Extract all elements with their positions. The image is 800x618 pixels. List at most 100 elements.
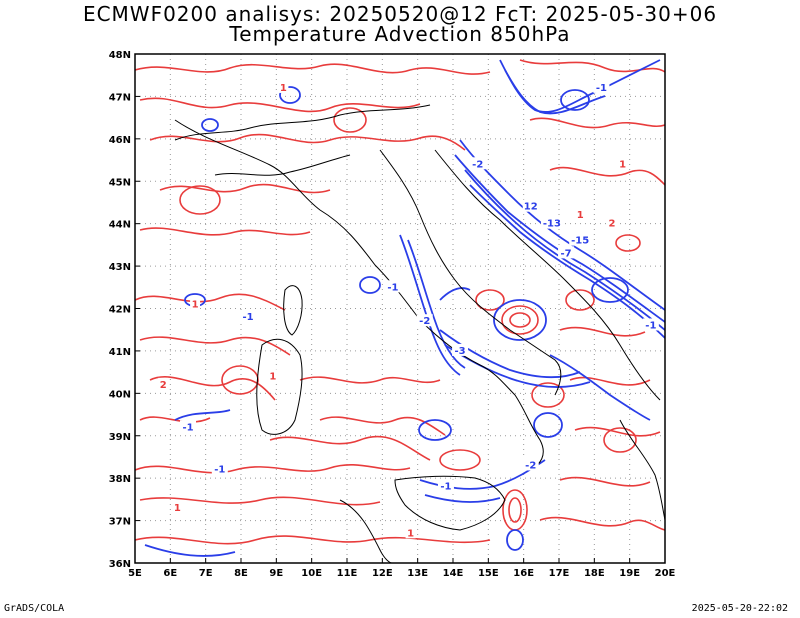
lon-tick-label: 9E xyxy=(269,568,283,579)
lat-tick-label: 47N xyxy=(109,92,131,103)
footer-credit: GrADS/COLA xyxy=(4,603,65,614)
red-closed-contour xyxy=(509,312,531,328)
contour-label-background xyxy=(211,462,228,475)
red-closed-contour xyxy=(615,234,641,252)
contour-label-background xyxy=(642,318,659,331)
lat-tick-label: 36N xyxy=(109,559,131,570)
blue-closed-contour xyxy=(533,412,563,438)
lon-tick-label: 15E xyxy=(478,568,499,579)
blue-contour xyxy=(444,344,591,388)
red-contour xyxy=(139,336,291,356)
blue-contour xyxy=(469,184,665,339)
contour-value-label: 1 xyxy=(619,159,626,170)
lon-tick-label: 6E xyxy=(163,568,177,579)
red-contour xyxy=(139,416,211,423)
contour-label-background xyxy=(575,208,586,221)
contour-value-label: -2 xyxy=(472,159,483,170)
contour-label-background xyxy=(416,314,433,327)
contour-value-label: -15 xyxy=(571,236,589,247)
contour-label-background xyxy=(240,309,257,322)
red-contour xyxy=(159,183,331,194)
lon-tick-label: 8E xyxy=(234,568,248,579)
contour-labels: 1-212-13-15-7-121-2-1-3-2-1-1-11211-11-1… xyxy=(158,80,659,539)
contour-value-label: -1 xyxy=(243,312,254,323)
blue-contour xyxy=(407,239,466,369)
lat-tick-label: 43N xyxy=(109,262,131,273)
contour-label-background xyxy=(540,216,563,229)
contour-value-label: -1 xyxy=(596,83,607,94)
contour-value-label: 2 xyxy=(160,380,167,391)
italy-adriatic-coast xyxy=(379,149,562,396)
lon-tick-label: 16E xyxy=(513,568,534,579)
warm-advection-contours xyxy=(135,59,665,545)
red-contour xyxy=(519,59,665,73)
red-contour xyxy=(149,133,466,151)
contour-label-background xyxy=(469,157,486,170)
lat-tick-label: 42N xyxy=(109,305,131,316)
northern-border xyxy=(174,104,431,141)
greece-coast xyxy=(619,419,665,521)
red-closed-contour xyxy=(603,427,637,453)
contour-value-label: 12 xyxy=(524,202,538,213)
contour-label-background xyxy=(522,199,539,212)
contour-value-label: -1 xyxy=(214,465,225,476)
blue-contour xyxy=(504,69,606,115)
red-contour xyxy=(569,376,651,386)
contour-label-background xyxy=(190,297,201,310)
contour-value-label: 1 xyxy=(174,503,181,514)
footer-timestamp: 2025-05-20-22:02 xyxy=(691,603,788,614)
lon-tick-label: 20E xyxy=(655,568,676,579)
blue-contour xyxy=(459,139,665,311)
contour-label-background xyxy=(278,80,289,93)
contour-value-label: 1 xyxy=(280,83,287,94)
red-closed-contour xyxy=(475,289,505,311)
lat-tick-label: 40N xyxy=(109,389,131,400)
lat-tick-label: 41N xyxy=(109,347,131,358)
contour-label-background xyxy=(180,420,196,433)
red-closed-contour xyxy=(333,107,367,133)
red-closed-contour xyxy=(221,365,259,395)
red-contour xyxy=(135,293,286,311)
contour-label-background xyxy=(384,280,401,293)
blue-contour xyxy=(549,354,651,421)
contour-value-label: -1 xyxy=(440,482,451,493)
tunisia-coast xyxy=(339,499,393,563)
contour-value-label: -2 xyxy=(525,460,536,471)
contour-value-label: 2 xyxy=(609,219,616,230)
contour-label-background xyxy=(158,377,169,390)
blue-closed-contour xyxy=(493,299,547,341)
contour-label-background xyxy=(569,233,592,246)
lon-tick-label: 5E xyxy=(128,568,142,579)
blue-closed-contour xyxy=(201,118,219,132)
red-contour xyxy=(319,416,446,436)
lat-tick-label: 46N xyxy=(109,135,131,146)
blue-contour xyxy=(454,154,665,323)
alpine-border xyxy=(214,154,351,176)
red-contour xyxy=(139,496,381,506)
axis-tick-labels: 5E 6E 7E 8E 9E 10E 11E 12E 13E 14E 15E 16E 17E 18E 19E… xyxy=(109,50,676,579)
contour-value-label: -1 xyxy=(387,282,398,293)
contour-label-background xyxy=(607,216,617,229)
blue-closed-contour xyxy=(591,277,629,303)
lon-tick-label: 7E xyxy=(199,568,213,579)
contour-label-background xyxy=(593,80,610,93)
red-contour xyxy=(574,426,661,437)
lon-tick-label: 11E xyxy=(337,568,358,579)
contour-value-label: -1 xyxy=(645,320,656,331)
red-contour xyxy=(139,97,421,113)
red-contour xyxy=(559,326,646,337)
sicily-coastline xyxy=(394,475,506,531)
blue-closed-contour xyxy=(418,419,452,441)
contour-label-background xyxy=(267,369,278,382)
contour-label-background xyxy=(437,479,454,492)
contour-label-background xyxy=(172,500,183,513)
lat-lon-grid xyxy=(135,54,665,563)
red-contour xyxy=(539,516,665,531)
red-contour xyxy=(149,376,276,401)
contour-label-background xyxy=(405,526,416,539)
contour-label-background xyxy=(558,246,575,259)
blue-contour xyxy=(464,169,665,331)
blue-closed-contour xyxy=(560,89,590,111)
italy-coastline xyxy=(174,119,544,471)
